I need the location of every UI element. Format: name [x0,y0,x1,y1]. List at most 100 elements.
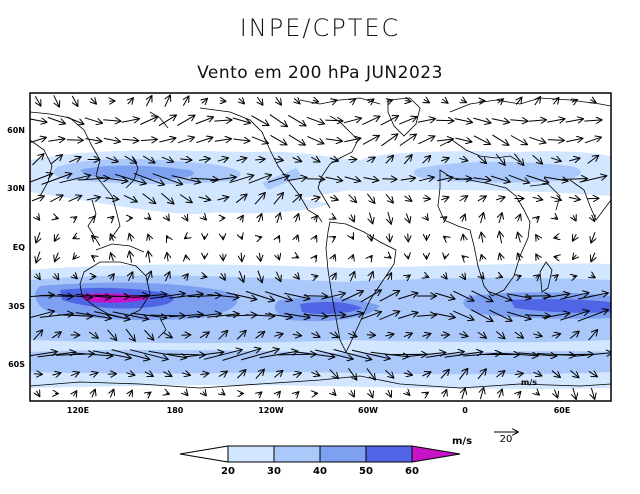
wind-vector-arrow [89,373,97,376]
wind-vector-arrow [314,276,318,277]
wind-vector-arrow [370,234,371,240]
colorbar-box-20-30 [227,445,275,463]
wind-vector-arrow [499,276,503,277]
wind-vector-arrow [533,334,542,336]
wind-vector-arrow [572,100,577,103]
wind-vector-arrow [93,350,131,358]
wind-vector-arrow [236,331,246,340]
wind-vector-arrow [459,369,467,380]
wind-vector-arrow [30,311,54,319]
wind-vector-arrow [114,173,146,183]
colorbar-tick-20: 20 [221,466,235,477]
wind-vector-arrow [560,311,589,321]
wind-vector-arrow [350,99,355,103]
wind-vector-arrow [92,390,95,398]
wind-vector-arrow [588,330,598,341]
reference-vector-unit: m/s [452,436,472,447]
wind-vector-arrow [76,294,111,297]
wind-vector-arrow [311,197,319,200]
wind-vector-arrow [112,295,148,296]
wind-vector-arrow [435,314,455,318]
wind-vector-arrow [105,157,118,161]
wind-vector-arrow [399,117,416,125]
wind-vector-arrow [161,157,173,162]
wind-vector-arrow [121,119,139,123]
wind-vector-arrow [370,256,372,258]
wind-vector-arrow [348,333,356,336]
wind-vector-arrow [437,177,452,180]
wind-vector-arrow [535,97,540,106]
wind-vector-arrow [369,389,372,398]
wind-vector-arrow [436,120,453,121]
wind-vector-arrow [254,193,265,205]
wind-vector-arrow [566,138,582,141]
wind-vector-arrow [181,373,190,375]
wind-vector-arrow [148,217,151,220]
wind-vector-arrow [573,234,577,241]
wind-vector-arrow [455,138,471,142]
wind-vector-arrow [500,254,502,261]
wind-vector-arrow [232,117,250,123]
wind-vector-arrow [190,178,218,179]
wind-vector-arrow [444,217,447,219]
wind-vector-arrow [329,158,338,161]
wind-vector-arrow [199,159,210,161]
wind-vector-arrow [55,252,59,262]
wind-vector-arrow [351,272,355,282]
wind-vector-arrow [315,256,317,259]
wind-vector-arrow [85,139,101,142]
wind-vector-arrow [554,237,558,238]
wind-vector-arrow [278,354,316,355]
wind-vector-arrow [241,252,242,262]
wind-vector-arrow [142,193,156,204]
wind-vector-arrow [49,195,63,203]
wind-vector-arrow [496,197,505,200]
wind-vector-arrow [341,313,363,319]
wind-vector-arrow [591,275,595,277]
wind-vector-arrow [532,197,543,199]
lon-label-120w: 120W [258,406,284,415]
wind-vector-arrow [273,193,283,205]
wind-vector-arrow [110,274,114,279]
wind-vector-arrow [333,255,335,259]
wind-vector-arrow [422,198,430,199]
wind-vector-arrow [36,391,39,397]
wind-vector-arrow [129,391,132,397]
wind-vector-arrow [518,353,557,356]
wind-vector-arrow [514,373,523,374]
wind-vector-arrow [55,218,58,219]
wind-vector-arrow [333,349,372,360]
wind-vector-arrow [129,234,131,242]
wind-vector-arrow [48,139,64,141]
wind-vector-arrow [388,256,390,258]
wind-vector-arrow [443,274,447,279]
inner-unit-label: m/s [521,378,537,387]
wind-vector-arrow [360,290,381,303]
lat-label-30n: 30N [7,184,25,193]
wind-vector-arrow [295,392,298,395]
wind-vector-arrow [167,253,168,262]
wind-vector-arrow [288,114,305,125]
wind-vector-arrow [542,294,570,299]
wind-vector-arrow [218,331,228,340]
wind-vector-arrow [570,370,578,378]
wind-vector-arrow [284,292,309,299]
wind-vector-arrow [424,99,429,102]
wind-vector-arrow [111,349,150,360]
wind-vector-arrow [35,95,40,106]
wind-vector-arrow [440,335,449,336]
wind-vector-arrow [584,137,601,144]
wind-vector-arrow [435,292,455,299]
wind-vector-arrow [471,309,492,321]
wind-vector-arrow [555,354,594,355]
wind-vector-arrow [554,257,557,258]
wind-vector-arrow [477,155,486,164]
wind-vector-arrow [92,236,95,239]
wind-vector-arrow [366,335,375,336]
wind-vector-arrow [406,275,410,278]
wind-vector-arrow [30,295,54,297]
wind-vector-arrow [53,95,59,106]
wind-vector-arrow [148,235,150,241]
wind-vector-arrow [111,253,114,262]
wind-vector-arrow [124,155,137,163]
